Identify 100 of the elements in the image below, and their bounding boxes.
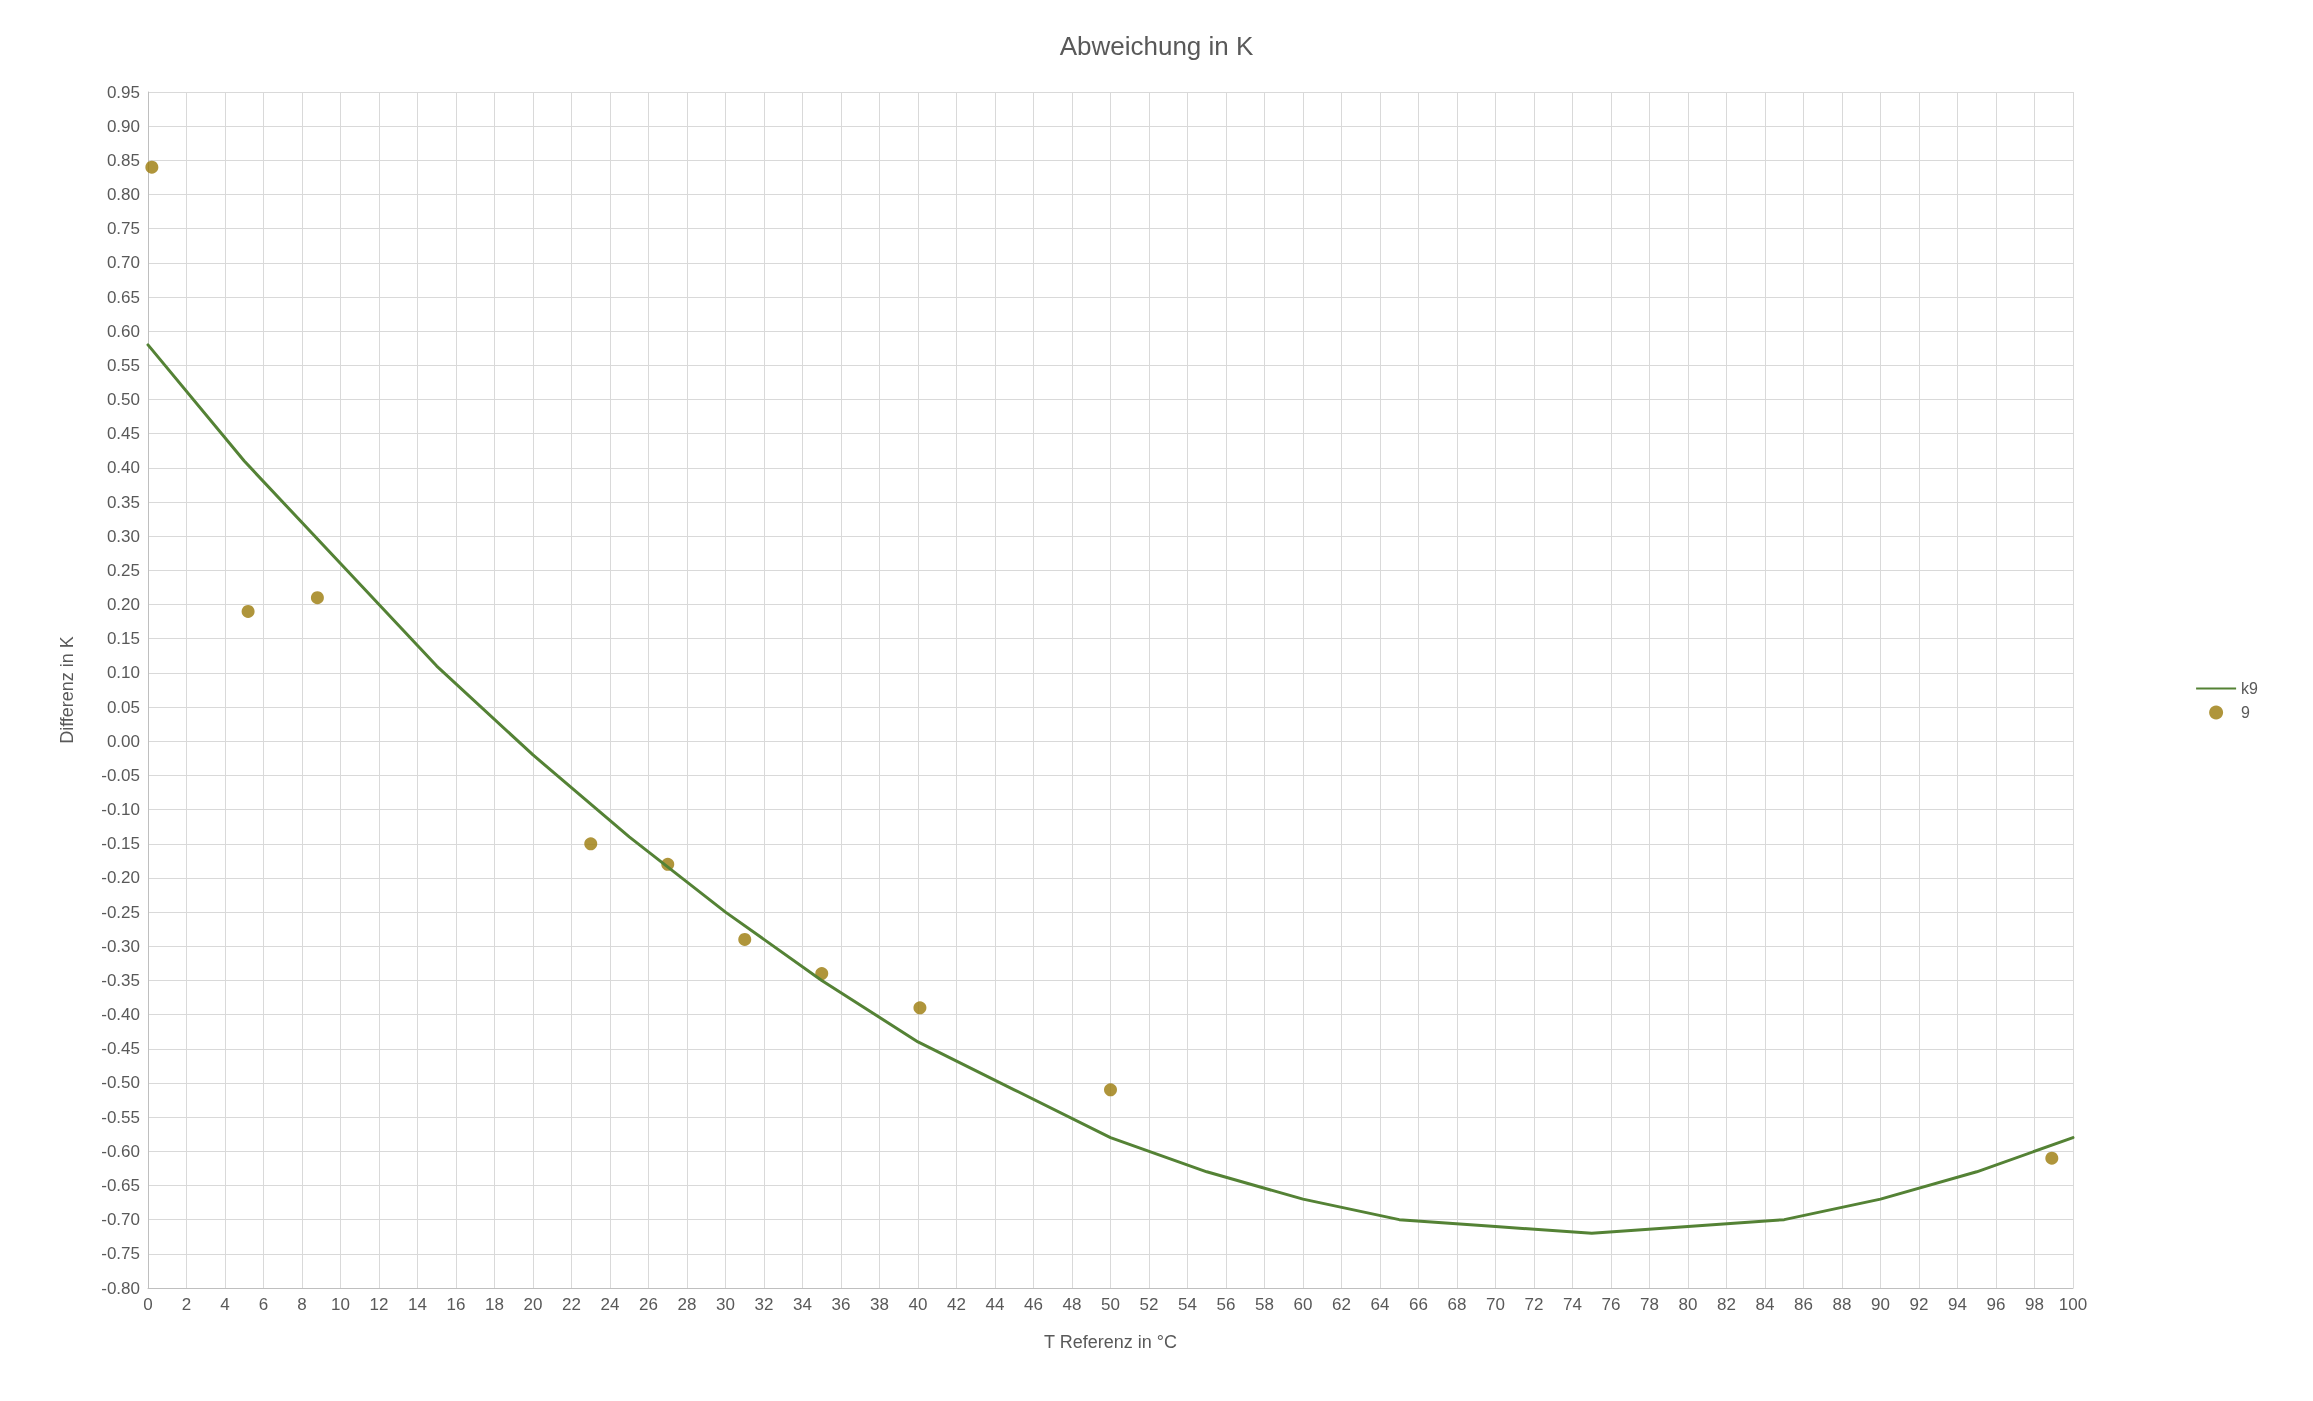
x-tick-label: 56 <box>1216 1295 1236 1314</box>
y-tick-label: 0.50 <box>106 390 140 410</box>
x-tick-label: 2 <box>181 1295 192 1314</box>
x-tick-label: 70 <box>1486 1295 1505 1314</box>
x-tick-label: 16 <box>446 1295 466 1314</box>
y-tick-label: 0.20 <box>106 595 140 615</box>
x-tick-label: 8 <box>297 1295 307 1314</box>
point <box>310 591 324 605</box>
x-tick-label: 72 <box>1524 1295 1544 1314</box>
point <box>2045 1151 2059 1165</box>
y-tick-label: -0.25 <box>101 902 140 922</box>
y-tick-label: 0.60 <box>106 321 140 341</box>
y-tick-label: -0.35 <box>101 970 140 990</box>
x-tick-label: 100 <box>2058 1295 2088 1314</box>
x-tick-label: 66 <box>1409 1295 1428 1314</box>
point <box>738 932 752 946</box>
y-tick-label: 0.65 <box>106 287 140 307</box>
x-tick-label: 88 <box>1832 1295 1852 1314</box>
x-tick-label: 74 <box>1563 1295 1582 1314</box>
x-tick-label: 42 <box>947 1295 966 1314</box>
point <box>145 160 159 174</box>
point <box>584 837 598 851</box>
x-tick-label: 80 <box>1678 1295 1698 1314</box>
x-tick-label: 44 <box>985 1295 1005 1314</box>
x-tick-label: 26 <box>639 1295 658 1314</box>
x-tick-label: 94 <box>1948 1295 1967 1314</box>
y-tick-label: 0.10 <box>106 663 140 683</box>
y-tick-label: 0.40 <box>106 458 140 478</box>
y-tick-label: 0.70 <box>106 253 140 273</box>
x-tick-label: 76 <box>1601 1295 1621 1314</box>
x-tick-label: 96 <box>1986 1295 2006 1314</box>
x-tick-label: 78 <box>1640 1295 1659 1314</box>
y-tick-label: 0.25 <box>106 560 140 580</box>
x-tick-label: 36 <box>831 1295 851 1314</box>
x-tick-label: 48 <box>1062 1295 1082 1314</box>
y-tick-label: -0.65 <box>101 1175 140 1195</box>
y-tick-label: -0.40 <box>101 1005 140 1025</box>
y-tick-label: -0.60 <box>101 1141 140 1161</box>
x-tick-label: 58 <box>1255 1295 1274 1314</box>
y-tick-label: 0.80 <box>106 185 140 205</box>
legend-label: 9 <box>2241 704 2251 721</box>
y-axis-title: Differenz in K <box>57 636 77 744</box>
x-tick-label: 64 <box>1370 1295 1390 1314</box>
x-tick-label: 24 <box>600 1295 620 1314</box>
y-tick-label: 0.35 <box>106 492 140 512</box>
point <box>241 604 255 618</box>
x-tick-label: 90 <box>1871 1295 1890 1314</box>
x-tick-label: 4 <box>220 1295 230 1314</box>
y-tick-label: -0.20 <box>101 868 140 888</box>
x-tick-label: 6 <box>258 1295 269 1314</box>
x-tick-label: 62 <box>1332 1295 1351 1314</box>
y-tick-label: 0.55 <box>106 355 140 375</box>
y-tick-label: 0.95 <box>106 82 140 102</box>
y-tick-label: -0.75 <box>101 1244 140 1264</box>
x-tick-label: 84 <box>1755 1295 1775 1314</box>
y-tick-label: 0.05 <box>106 697 140 717</box>
y-tick-label: -0.50 <box>101 1073 140 1093</box>
legend-label: k9 <box>2241 680 2259 697</box>
x-tick-label: 60 <box>1293 1295 1313 1314</box>
y-tick-label: 0.30 <box>106 526 140 546</box>
x-tick-label: 86 <box>1794 1295 1813 1314</box>
y-tick-label: -0.80 <box>101 1278 140 1298</box>
point <box>1104 1083 1117 1097</box>
x-tick-label: 32 <box>754 1295 774 1314</box>
x-tick-label: 10 <box>331 1295 350 1314</box>
y-tick-label: -0.70 <box>101 1210 140 1230</box>
x-tick-label: 50 <box>1101 1295 1120 1314</box>
x-tick-label: 18 <box>485 1295 504 1314</box>
y-tick-label: -0.05 <box>101 765 140 785</box>
x-tick-label: 46 <box>1024 1295 1043 1314</box>
y-tick-label: 0.45 <box>106 424 140 444</box>
x-tick-label: 28 <box>677 1295 697 1314</box>
x-tick-label: 22 <box>562 1295 581 1314</box>
x-tick-label: 40 <box>908 1295 928 1314</box>
x-tick-label: 98 <box>2025 1295 2044 1314</box>
x-tick-label: 0 <box>143 1295 153 1314</box>
y-tick-label: 0.00 <box>106 731 140 751</box>
x-tick-label: 52 <box>1139 1295 1159 1314</box>
x-tick-label: 54 <box>1178 1295 1197 1314</box>
x-tick-label: 82 <box>1717 1295 1736 1314</box>
x-tick-label: 38 <box>870 1295 889 1314</box>
y-tick-label: -0.15 <box>101 834 140 854</box>
y-tick-label: -0.30 <box>101 936 140 956</box>
x-axis-title: T Referenz in °C <box>1044 1332 1177 1352</box>
y-tick-label: -0.45 <box>101 1039 140 1059</box>
y-tick-label: 0.85 <box>106 150 140 170</box>
y-tick-label: 0.90 <box>106 116 140 136</box>
line-series <box>146 343 2075 1235</box>
x-tick-label: 14 <box>408 1295 427 1314</box>
x-tick-label: 30 <box>716 1295 735 1314</box>
y-tick-label: -0.10 <box>101 800 140 820</box>
x-tick-label: 20 <box>523 1295 543 1314</box>
x-tick-label: 12 <box>369 1295 389 1314</box>
x-tick-label: 68 <box>1447 1295 1467 1314</box>
y-tick-label: 0.75 <box>106 219 140 239</box>
y-tick-label: 0.15 <box>106 629 140 649</box>
x-tick-label: 34 <box>793 1295 812 1314</box>
point <box>913 1001 927 1015</box>
chart-title: Abweichung in K <box>1059 31 1254 61</box>
y-tick-label: -0.55 <box>101 1107 140 1127</box>
